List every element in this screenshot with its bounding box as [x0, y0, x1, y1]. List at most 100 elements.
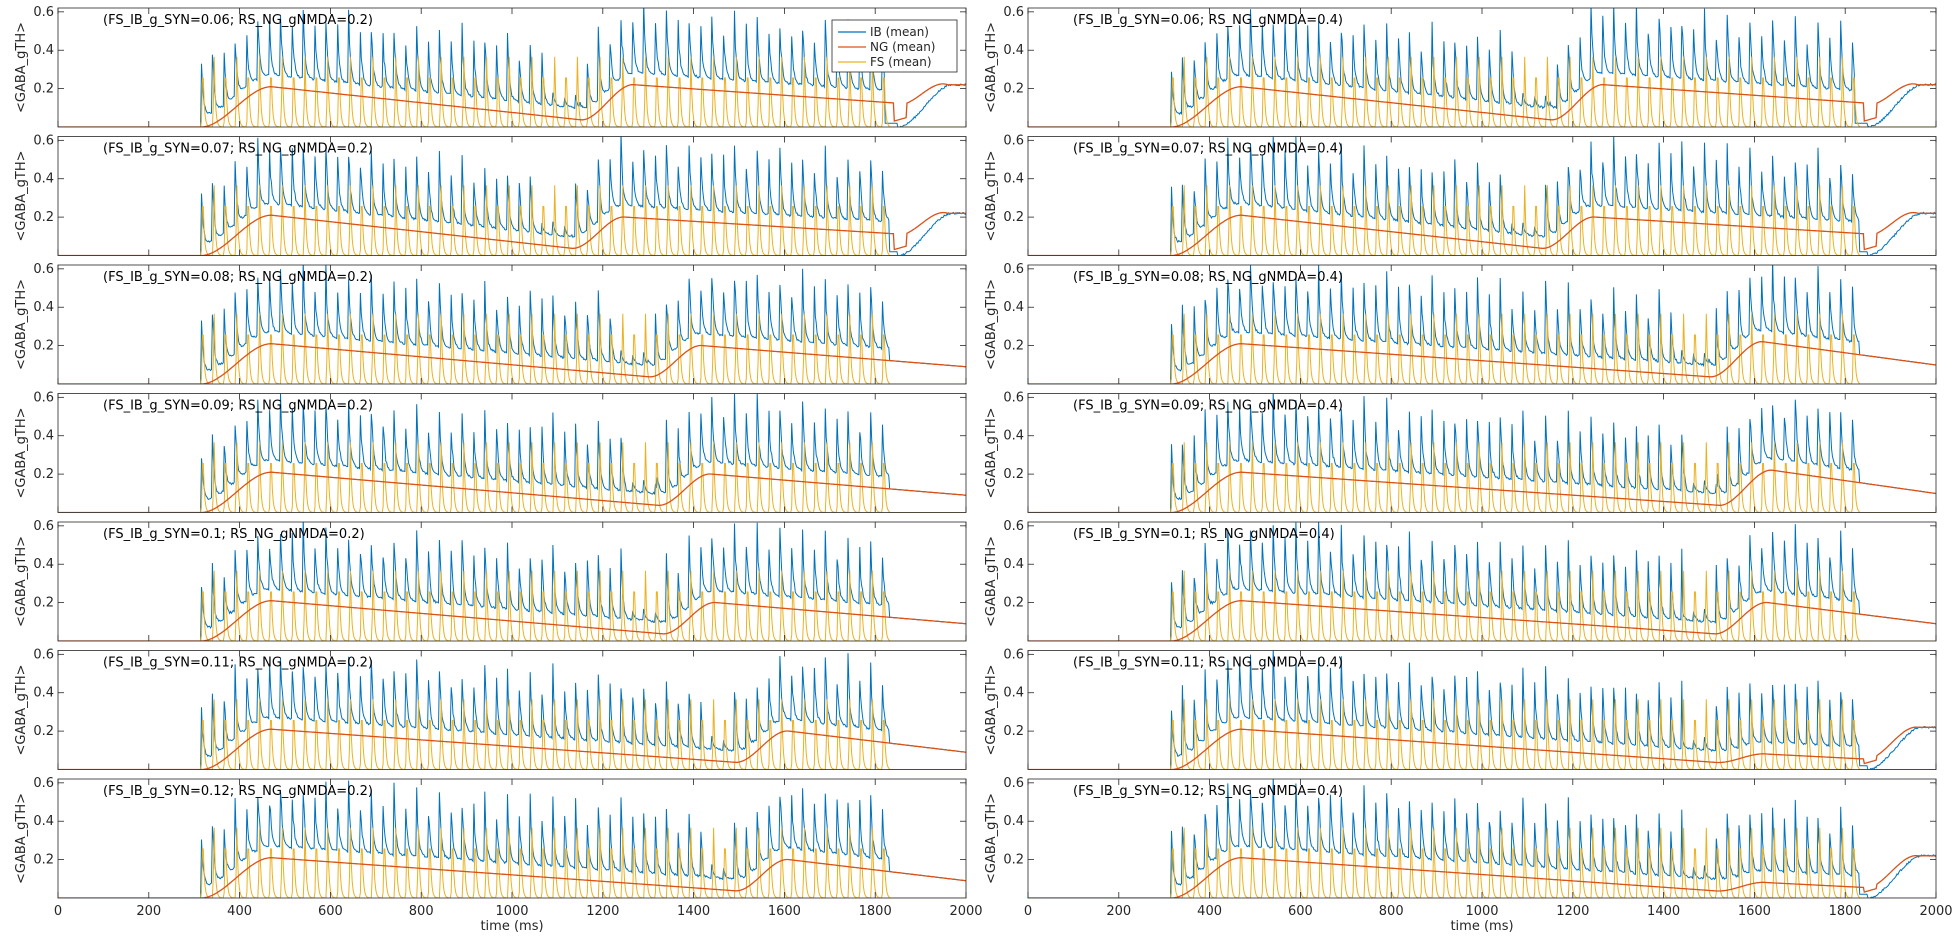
y-tick-label: 0.6: [33, 5, 54, 20]
x-tick-label: 1000: [1465, 904, 1498, 919]
y-tick-label: 0.4: [1003, 686, 1024, 701]
series-line-fs: [1028, 56, 1936, 127]
series-line-ng: [1028, 83, 1936, 127]
x-tick-label: 1600: [1738, 904, 1771, 919]
series-line-ib: [1028, 522, 1936, 641]
panel-1: 0.2 0.4 0.6 <GABA_gTH> (FS_IB_g_SYN=0.06; RS…: [14, 5, 967, 128]
series-line-fs: [58, 699, 966, 770]
y-tick-label: 0.4: [33, 43, 54, 58]
panel-12: 0.2 0.4 0.6 <GABA_gTH> (FS_IB_g_SYN=0.11; RS…: [984, 647, 1937, 770]
x-tick-label: 1000: [495, 904, 528, 919]
series-line-ng: [1028, 211, 1936, 256]
x-tick-label: 200: [136, 904, 161, 919]
x-tick-label: 1600: [768, 904, 801, 919]
y-axis-label: <GABA_gTH>: [14, 407, 29, 498]
x-axis-label: time (ms): [1450, 919, 1513, 934]
panel-title: (FS_IB_g_SYN=0.09; RS_NG_gNMDA=0.2): [103, 399, 373, 414]
legend-entry: NG (mean): [870, 40, 935, 54]
legend-entry: IB (mean): [870, 25, 929, 39]
panel-title: (FS_IB_g_SYN=0.06; RS_NG_gNMDA=0.4): [1073, 13, 1343, 28]
x-tick-label: 1800: [1829, 904, 1862, 919]
y-tick-label: 0.6: [1003, 776, 1024, 791]
x-axis-label: time (ms): [480, 919, 543, 934]
y-axis-label: <GABA_gTH>: [14, 22, 29, 113]
series-line-fs: [58, 570, 966, 641]
series-line-fs: [58, 185, 966, 256]
series-line-ng: [1028, 726, 1936, 770]
y-tick-label: 0.6: [33, 776, 54, 791]
series-line-ng: [58, 728, 966, 770]
series-line-ib: [58, 653, 966, 770]
y-tick-label: 0.2: [33, 724, 54, 739]
series-line-ib: [58, 780, 966, 898]
x-tick-label: 1200: [1556, 904, 1589, 919]
y-tick-label: 0.6: [33, 262, 54, 277]
series-line-ib: [1028, 393, 1936, 513]
y-axis-label: <GABA_gTH>: [14, 664, 29, 755]
panel-2: 0.2 0.4 0.6 <GABA_gTH> (FS_IB_g_SYN=0.06; RS…: [984, 5, 1937, 128]
y-tick-label: 0.2: [1003, 853, 1024, 868]
y-axis-label: <GABA_gTH>: [984, 793, 999, 884]
x-tick-label: 2000: [1919, 904, 1952, 919]
panel-title: (FS_IB_g_SYN=0.08; RS_NG_gNMDA=0.2): [103, 270, 373, 285]
y-tick-label: 0.6: [33, 647, 54, 662]
x-tick-label: 400: [227, 904, 252, 919]
series-line-ib: [58, 522, 966, 641]
series-line-ib: [1028, 650, 1936, 770]
series-line-ng: [58, 471, 966, 513]
x-tick-label: 1400: [1647, 904, 1680, 919]
y-tick-label: 0.4: [1003, 300, 1024, 315]
legend-entry: FS (mean): [870, 55, 932, 69]
x-tick-label: 1200: [586, 904, 619, 919]
series-line-ib: [1028, 265, 1936, 384]
x-tick-label: 200: [1106, 904, 1131, 919]
panel-title: (FS_IB_g_SYN=0.11; RS_NG_gNMDA=0.2): [103, 656, 373, 671]
series-line-ng: [1028, 469, 1936, 513]
series-line-fs: [1028, 570, 1936, 641]
series-line-ib: [58, 393, 966, 513]
y-tick-label: 0.4: [1003, 557, 1024, 572]
y-tick-label: 0.6: [33, 390, 54, 405]
y-tick-label: 0.2: [33, 210, 54, 225]
y-tick-label: 0.4: [33, 172, 54, 187]
series-line-ng: [58, 343, 966, 384]
panel-title: (FS_IB_g_SYN=0.1; RS_NG_gNMDA=0.4): [1073, 527, 1335, 542]
legend-box: [831, 19, 958, 73]
panel-14: 0.2 0.4 0.6 <GABA_gTH> (FS_IB_g_SYN=0.12; RS…: [984, 776, 1953, 934]
series-line-ib: [58, 265, 966, 384]
y-tick-label: 0.4: [33, 686, 54, 701]
panel-title: (FS_IB_g_SYN=0.07; RS_NG_gNMDA=0.2): [103, 142, 373, 157]
panel-title: (FS_IB_g_SYN=0.12; RS_NG_gNMDA=0.2): [103, 784, 373, 799]
series-line-ng: [58, 857, 966, 898]
y-tick-label: 0.6: [1003, 647, 1024, 662]
y-tick-label: 0.4: [1003, 429, 1024, 444]
y-axis-label: <GABA_gTH>: [984, 279, 999, 370]
panel-title: (FS_IB_g_SYN=0.11; RS_NG_gNMDA=0.4): [1073, 656, 1343, 671]
x-tick-label: 1400: [677, 904, 710, 919]
series-line-fs: [1028, 827, 1936, 898]
x-tick-label: 400: [1197, 904, 1222, 919]
y-tick-label: 0.6: [1003, 519, 1024, 534]
panel-title: (FS_IB_g_SYN=0.08; RS_NG_gNMDA=0.4): [1073, 270, 1343, 285]
y-tick-label: 0.4: [33, 300, 54, 315]
panel-5: 0.2 0.4 0.6 <GABA_gTH> (FS_IB_g_SYN=0.08; RS…: [14, 262, 967, 385]
y-axis-label: <GABA_gTH>: [14, 536, 29, 627]
y-tick-label: 0.6: [1003, 133, 1024, 148]
x-tick-label: 800: [409, 904, 434, 919]
y-axis-label: <GABA_gTH>: [984, 536, 999, 627]
x-tick-label: 600: [318, 904, 343, 919]
panel-title: (FS_IB_g_SYN=0.1; RS_NG_gNMDA=0.2): [103, 527, 365, 542]
y-tick-label: 0.2: [1003, 339, 1024, 354]
series-line-ib: [1028, 136, 1936, 256]
series-line-ng: [1028, 341, 1936, 384]
series-line-ng: [58, 83, 966, 127]
legend: IB (mean)NG (mean)FS (mean): [831, 19, 958, 73]
series-line-ib: [58, 8, 966, 127]
y-tick-label: 0.2: [33, 853, 54, 868]
y-axis-label: <GABA_gTH>: [14, 150, 29, 241]
y-tick-label: 0.2: [33, 82, 54, 97]
y-axis-label: <GABA_gTH>: [984, 150, 999, 241]
y-axis-label: <GABA_gTH>: [14, 279, 29, 370]
series-line-fs: [58, 56, 966, 127]
x-tick-label: 2000: [949, 904, 982, 919]
